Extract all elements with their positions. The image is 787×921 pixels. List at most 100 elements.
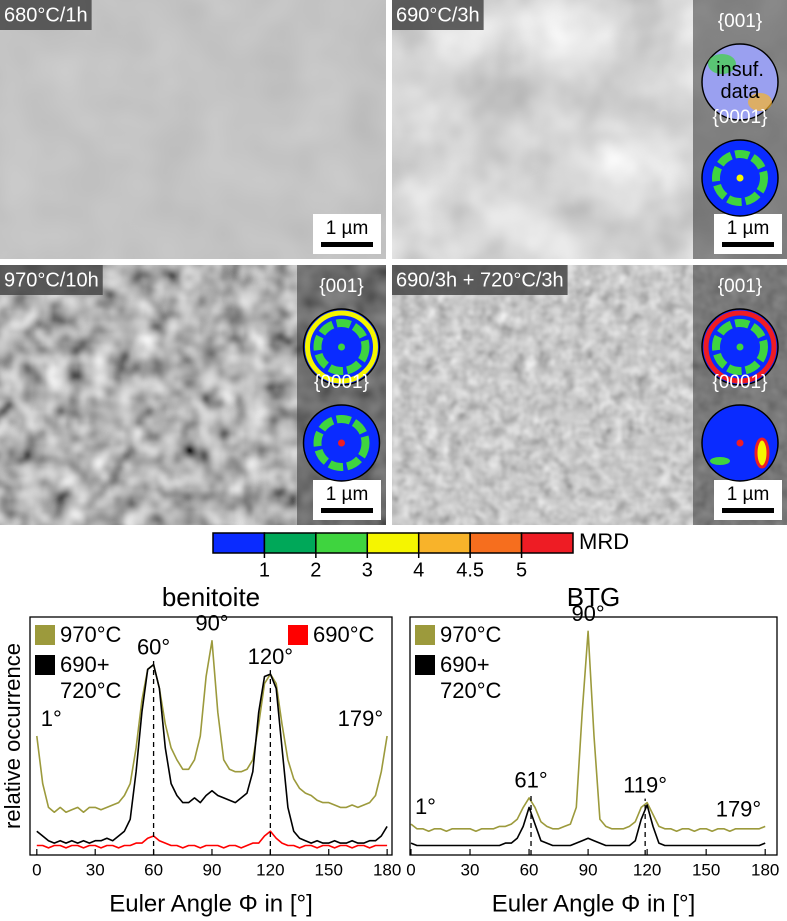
x-tick-label: 0 [406,860,415,879]
x-tick-label: 180 [373,860,401,879]
pole-figure-center [736,343,744,351]
pole-figure-center [736,174,744,182]
x-tick-label: 120 [633,860,661,879]
pole-figure-label: {001} [718,11,762,32]
pole-figure-center [338,439,345,447]
pole-figure-rim [305,310,378,384]
legend-label: 690°C [313,622,375,647]
legend-label: 690+ 720°C [440,652,502,703]
pole-figure-ring [712,319,768,375]
y-axis-label: relative occurrence [0,643,25,829]
legend-label: 970°C [440,622,502,647]
pole-figure-ring [712,150,768,206]
colorbar-segment [417,532,471,554]
panel-label-bg [392,0,484,30]
micrograph-panel: 680°C/1h 1 µm [0,0,386,259]
colorbar-tick-label: 3 [362,559,373,581]
legend-swatch [35,655,55,675]
plot-frame [29,616,393,856]
x-tick-label: 60 [144,860,163,879]
annotation: 60° [137,634,170,659]
colorbar-label: MRD [579,529,629,554]
pole-figure-patch [748,93,772,111]
scale-bar-label: 1 µm [326,218,369,239]
series-line [36,640,388,813]
series-line [410,804,766,847]
panel-label: 970°C/10h [4,269,99,291]
annotation: 120° [248,644,294,669]
scale-bar-bg [714,214,782,254]
pole-figure-max [754,437,770,469]
x-axis-label: Euler Angle Φ in [°] [492,890,696,917]
x-tick-label: 150 [692,860,720,879]
x-tick-label: 90 [579,860,598,879]
x-tick-label: 90 [203,860,222,879]
micrograph-panel: 690°C/3h 1 µm {001} insuf. data {0001} [392,0,787,259]
series-line [410,630,766,832]
colorbar-tick-label: 5 [516,559,527,581]
scale-bar [722,508,774,513]
x-tick-label: 30 [461,860,480,879]
legend-swatch [35,625,55,645]
x-tick-label: 120 [256,860,284,879]
colorbar-segment [366,532,420,554]
plot-frame [409,616,778,856]
x-tick-label: 60 [520,860,539,879]
x-tick-label: 180 [751,860,779,879]
legend-swatch [415,655,435,675]
micrograph-panel: 690/3h + 720°C/3h 1 µm {001} {0001} [392,265,787,525]
series-line [36,663,388,844]
legend-label: 970°C [60,622,122,647]
legend-swatch [288,625,308,645]
micrograph-panel: 970°C/10h 1 µm {001} {0001} [0,265,386,525]
scale-bar [722,242,774,247]
legend-label: 690+ 720°C [60,652,122,703]
panel-label: 680°C/1h [4,4,88,26]
scale-bar-label: 1 µm [727,484,770,505]
panel-label-bg [0,0,92,30]
pole-figure-label: {001} [718,276,762,297]
pole-figure-note: insuf. data [716,59,764,103]
annotation: 90° [571,601,604,626]
annotation: 119° [623,772,667,797]
panel-label: 690°C/3h [396,4,480,26]
x-axis-label: Euler Angle Φ in [°] [109,890,313,917]
pole-figure-label: {0001} [713,107,768,128]
colorbar-tick-label: 1 [259,559,270,581]
colorbar-segment [469,532,523,554]
scale-bar-bg [313,214,381,254]
annotation: 179° [338,706,384,731]
colorbar-segment [212,532,266,554]
colorbar-segment [520,532,574,554]
scale-bar-label: 1 µm [326,484,369,505]
panel-label: 690/3h + 720°C/3h [396,269,564,291]
pole-figure-center [338,343,345,351]
panel-gap [0,259,787,265]
colorbar-tick-label: 2 [310,559,321,581]
annotation: 1° [415,794,436,819]
annotation: 179° [716,796,762,821]
pole-figure-label: {0001} [314,372,369,393]
pole-figure-center [736,439,744,447]
colorbar-tick-label: 4 [413,559,424,581]
colorbar-segment [263,532,317,554]
colorbar-tick-label: 4.5 [456,559,484,581]
pole-figure-ring [313,415,370,471]
x-tick-label: 0 [32,860,41,879]
x-tick-label: 150 [315,860,343,879]
panel-label-bg [0,265,103,295]
scale-bar-bg [313,480,381,520]
pole-figure-max [710,457,730,465]
annotation: 1° [41,706,62,731]
scale-bar-label: 1 µm [727,218,770,239]
scale-bar-bg [714,480,782,520]
pole-figure-label: {0001} [713,372,768,393]
legend-swatch [415,625,435,645]
x-tick-label: 30 [86,860,105,879]
annotation: 61° [514,768,547,793]
scale-bar [321,508,373,513]
series-line [36,830,388,849]
pole-figure-ring [313,319,370,375]
